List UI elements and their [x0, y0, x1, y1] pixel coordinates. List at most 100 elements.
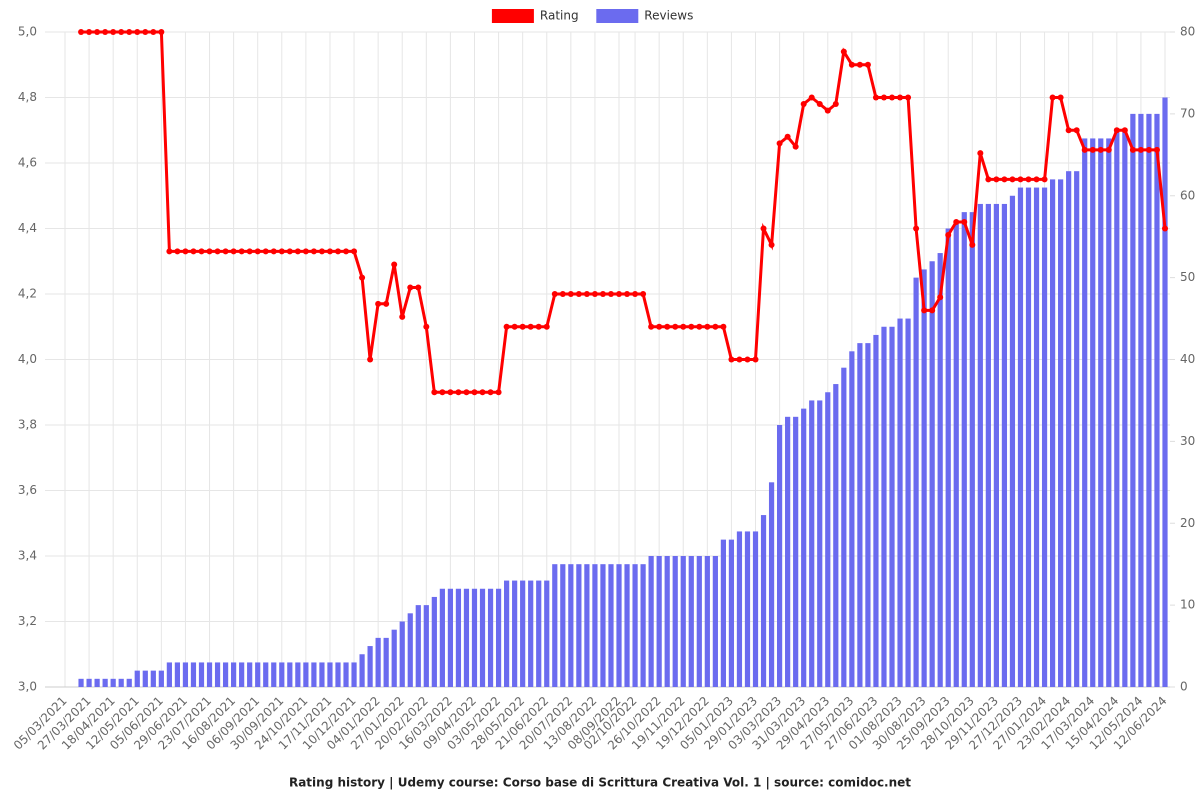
bar — [263, 662, 269, 687]
bar — [1106, 138, 1112, 687]
bar — [624, 564, 630, 687]
point — [110, 29, 117, 35]
legend-swatch — [491, 9, 534, 23]
point — [856, 61, 863, 68]
point — [953, 218, 960, 225]
y-tick-label: 3,8 — [18, 418, 37, 432]
point — [1009, 176, 1016, 183]
point — [704, 323, 711, 330]
point — [1025, 176, 1032, 183]
point — [696, 323, 703, 330]
bar — [809, 400, 815, 687]
point — [487, 389, 494, 396]
point — [407, 284, 414, 291]
point — [551, 291, 558, 297]
bar — [150, 670, 156, 687]
y-tick-label: 4,4 — [18, 221, 37, 235]
point — [840, 48, 847, 55]
bar — [1025, 187, 1032, 687]
point — [238, 248, 245, 255]
bar — [182, 662, 189, 687]
bar — [873, 334, 879, 687]
point — [359, 274, 366, 281]
bar — [1041, 187, 1048, 687]
y-tick-label: 4,8 — [18, 90, 37, 104]
bar — [1090, 138, 1096, 687]
bar — [937, 253, 943, 687]
point — [118, 29, 125, 35]
point — [736, 356, 743, 363]
legend: Rating Reviews — [491, 9, 693, 23]
bar — [881, 326, 887, 687]
bar — [1130, 113, 1136, 687]
bar — [222, 662, 229, 687]
point — [656, 323, 663, 330]
point — [479, 389, 486, 396]
bar — [287, 662, 293, 687]
legend-label: Reviews — [644, 9, 693, 23]
bar — [985, 203, 991, 687]
bar — [632, 564, 638, 687]
bar — [504, 580, 510, 687]
point — [720, 323, 727, 330]
point — [1057, 94, 1064, 101]
bar — [247, 662, 253, 687]
point — [985, 176, 992, 183]
legend-swatch — [596, 9, 639, 23]
bar — [817, 400, 823, 687]
bar — [271, 662, 277, 687]
bar — [889, 326, 895, 687]
point — [1073, 127, 1080, 134]
bar — [592, 564, 598, 687]
bar — [600, 564, 606, 687]
point — [1081, 146, 1088, 153]
bar — [279, 662, 285, 687]
point — [519, 323, 526, 330]
bar — [849, 351, 855, 687]
bar — [953, 220, 959, 687]
bar — [544, 580, 550, 687]
y2-tick-label: 0 — [1180, 680, 1188, 694]
point — [142, 29, 149, 35]
point — [351, 248, 358, 255]
bar — [961, 212, 967, 687]
bar — [969, 212, 975, 687]
bar — [198, 662, 205, 687]
point — [1049, 94, 1056, 101]
point — [728, 356, 735, 363]
bar — [929, 261, 935, 687]
point — [1001, 176, 1008, 183]
bar — [335, 662, 341, 687]
point — [206, 248, 213, 255]
bar — [664, 556, 670, 687]
point — [816, 101, 823, 108]
point — [415, 284, 422, 291]
point — [367, 356, 374, 363]
point — [543, 323, 550, 330]
bar — [1138, 113, 1144, 687]
bar — [423, 605, 429, 687]
bar — [536, 580, 542, 687]
point — [1097, 146, 1104, 153]
bar — [359, 654, 365, 687]
bar — [704, 556, 710, 687]
bar — [993, 203, 999, 687]
point — [913, 225, 920, 232]
point — [527, 323, 534, 330]
bar — [608, 564, 614, 687]
point — [864, 61, 871, 68]
bar — [495, 588, 502, 687]
point — [447, 389, 454, 396]
bar — [640, 564, 646, 687]
point — [455, 389, 462, 396]
bar — [255, 662, 261, 687]
bar — [656, 556, 662, 687]
legend-label: Rating — [540, 9, 579, 23]
point — [1129, 146, 1136, 153]
bar — [1082, 138, 1088, 687]
bar — [399, 621, 405, 687]
bar — [375, 637, 381, 687]
point — [1017, 176, 1024, 183]
point — [126, 29, 133, 35]
bar — [584, 564, 590, 687]
